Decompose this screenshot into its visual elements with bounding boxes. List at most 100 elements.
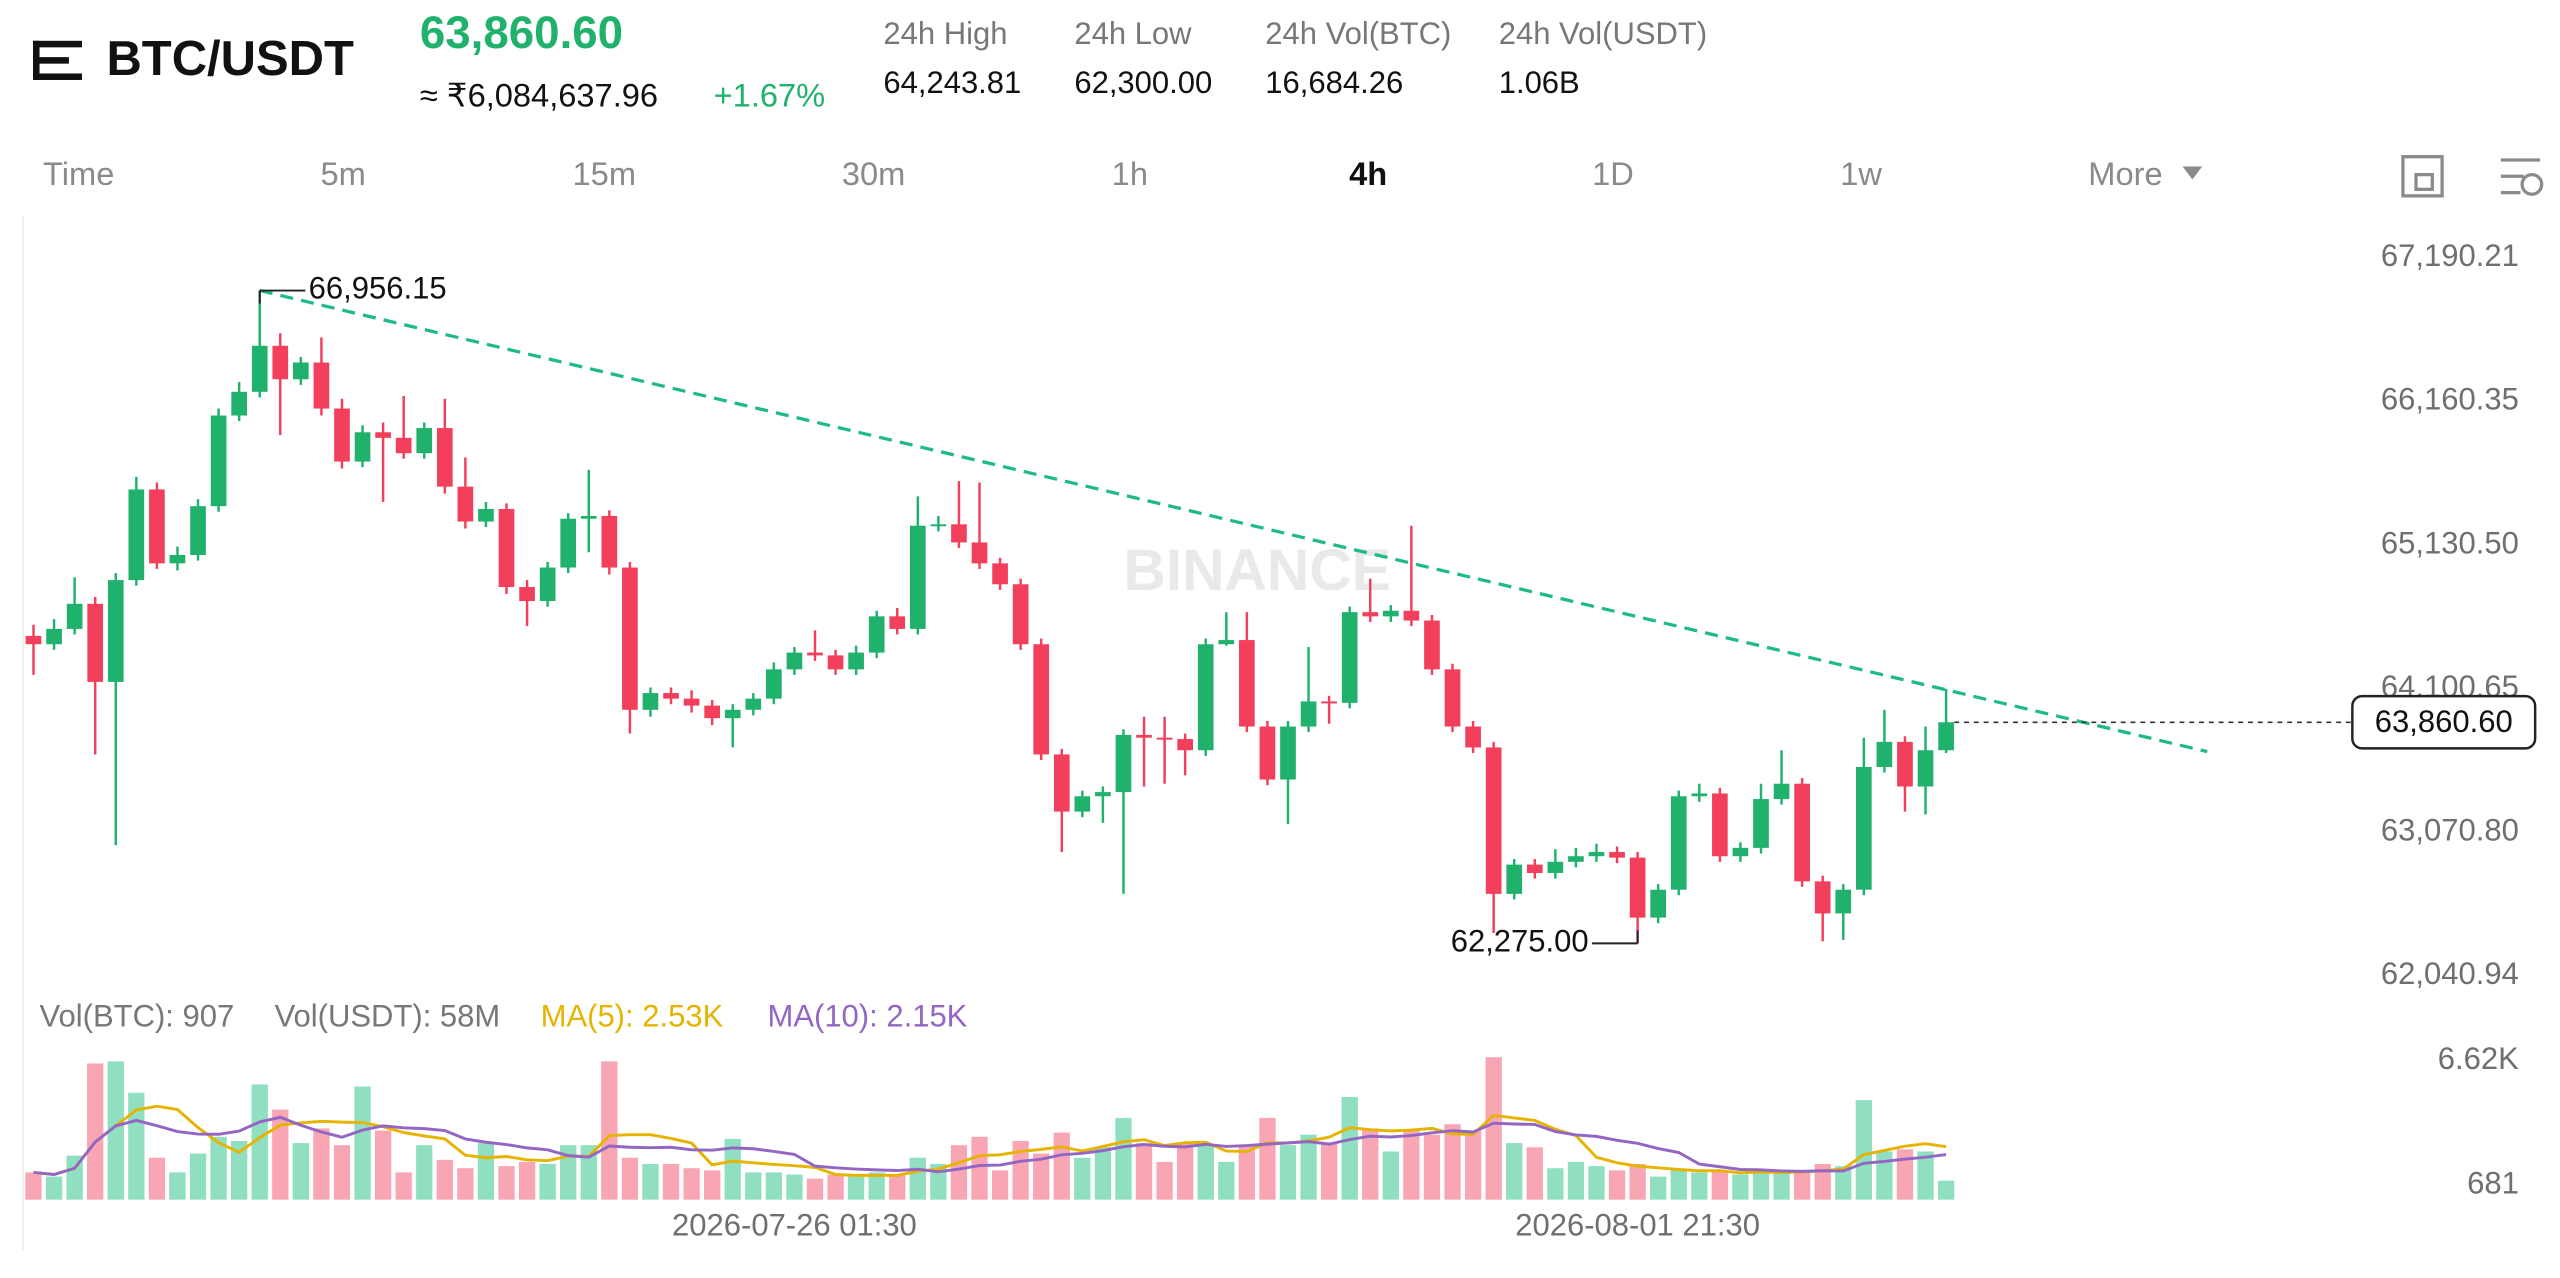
volume-bar [786, 1174, 803, 1200]
volume-bar [601, 1061, 618, 1200]
settings-icon[interactable] [2500, 158, 2544, 196]
volume-bar [128, 1092, 145, 1200]
volume-bar [950, 1145, 968, 1200]
menu-icon[interactable] [33, 40, 82, 80]
icon-inner [2414, 173, 2434, 191]
candle-body [1835, 889, 1852, 914]
candle-body [1095, 792, 1111, 797]
y-tick-label: 62,040.94 [2381, 956, 2519, 991]
symbol[interactable]: BTC/USDT [106, 32, 354, 86]
volume-bar [354, 1086, 371, 1200]
candle-body [1382, 610, 1399, 617]
volume-bar [1279, 1145, 1297, 1200]
volume-bar [1691, 1172, 1708, 1200]
candle-body [251, 345, 268, 392]
candle-body [683, 698, 700, 706]
y-tick-label: 63,070.80 [2381, 813, 2519, 848]
volume-bar [1403, 1130, 1420, 1200]
volume-bar [1917, 1151, 1934, 1200]
volume-bar [1053, 1132, 1070, 1200]
volume-bar [1012, 1140, 1029, 1200]
y-tick-label: 65,130.50 [2381, 525, 2519, 560]
candle-body [1177, 739, 1194, 751]
volume-legend: MA(5): 2.53K [541, 999, 724, 1034]
interval-tab[interactable]: 15m [573, 155, 636, 192]
volume-bar [1341, 1096, 1358, 1200]
interval-tab[interactable]: More [2088, 155, 2162, 192]
volume-bar [909, 1157, 926, 1200]
stat-value: 16,684.26 [1265, 65, 1403, 100]
interval-tab[interactable]: 1h [1112, 155, 1148, 192]
fullscreen-icon[interactable] [2401, 155, 2444, 198]
icon-gear [2520, 173, 2544, 196]
volume-bar [1423, 1134, 1441, 1200]
volume-bar [230, 1140, 248, 1200]
volume-legend: MA(10): 2.15K [767, 999, 967, 1034]
candle-body [1341, 612, 1358, 703]
stat-value: 1.06B [1499, 65, 1580, 100]
candle-body [1938, 722, 1954, 751]
candle-body [1362, 612, 1379, 617]
volume-bar [1793, 1170, 1811, 1200]
candle-body [190, 506, 206, 555]
candle-body [1259, 726, 1276, 780]
fiat-price: ≈ ₹6,084,637.96 [420, 77, 658, 114]
volume-bar [374, 1130, 392, 1200]
candle-body [149, 489, 165, 564]
volume-bar [1876, 1151, 1893, 1200]
candle-body [354, 432, 371, 462]
volume-bar [1362, 1128, 1379, 1200]
candle-body [1321, 701, 1337, 704]
volume-bar [1814, 1164, 1831, 1200]
candle-body [478, 508, 494, 522]
price-change: +1.67% [714, 77, 826, 114]
candle-body [1444, 669, 1461, 727]
volume-bar [1670, 1170, 1687, 1200]
candle-body [1753, 799, 1769, 848]
volume-bar [1238, 1145, 1256, 1200]
interval-tab[interactable]: Time [43, 155, 114, 192]
x-tick-label: 2026-07-26 01:30 [672, 1208, 917, 1243]
trendline [259, 288, 2208, 754]
volume-bar [621, 1157, 639, 1200]
volume-bar [642, 1164, 659, 1200]
volume-bar [1094, 1147, 1112, 1200]
candle-body [1712, 793, 1728, 857]
interval-tab[interactable]: 4h [1349, 155, 1387, 192]
volume-bar [806, 1178, 824, 1200]
candle-body [971, 542, 988, 564]
volume-bar [1464, 1130, 1482, 1200]
volume-bar [1773, 1172, 1790, 1200]
volume-bar [827, 1174, 844, 1200]
candle-body [1115, 734, 1132, 793]
candle-body [1012, 584, 1029, 645]
volume-bar [107, 1061, 124, 1200]
candle-body [868, 616, 885, 653]
candle-body [539, 567, 556, 602]
candle-body [46, 628, 62, 645]
candle-body [1773, 783, 1790, 800]
volume-bar [991, 1170, 1009, 1200]
candle-body [1300, 701, 1317, 727]
volume-bar [1115, 1117, 1132, 1200]
volume-bar [1937, 1180, 1955, 1200]
candle-body [334, 408, 350, 462]
candle-body [622, 567, 638, 710]
candle-body [210, 415, 227, 507]
candle-body [992, 563, 1008, 585]
interval-tab[interactable]: 5m [320, 155, 365, 192]
volume-bar [87, 1063, 104, 1200]
x-tick-label: 2026-08-01 21:30 [1515, 1208, 1760, 1243]
interval-tab[interactable]: 30m [842, 155, 905, 192]
price-chart: 67,190.2166,160.3565,130.5064,100.6563,0… [25, 238, 2537, 1243]
icon-frame [2401, 155, 2444, 198]
interval-tabs: Time 5m 15m 30m 1h 4h 1D 1w More [43, 155, 2203, 192]
candle-body [1588, 852, 1605, 857]
interval-tab[interactable]: 1w [1840, 155, 1882, 192]
candle-body [313, 362, 330, 409]
volume-bar [169, 1172, 186, 1200]
interval-tab[interactable]: 1D [1592, 155, 1634, 192]
candle-body [272, 345, 289, 380]
annotation-label: 62,275.00 [1451, 924, 1589, 959]
